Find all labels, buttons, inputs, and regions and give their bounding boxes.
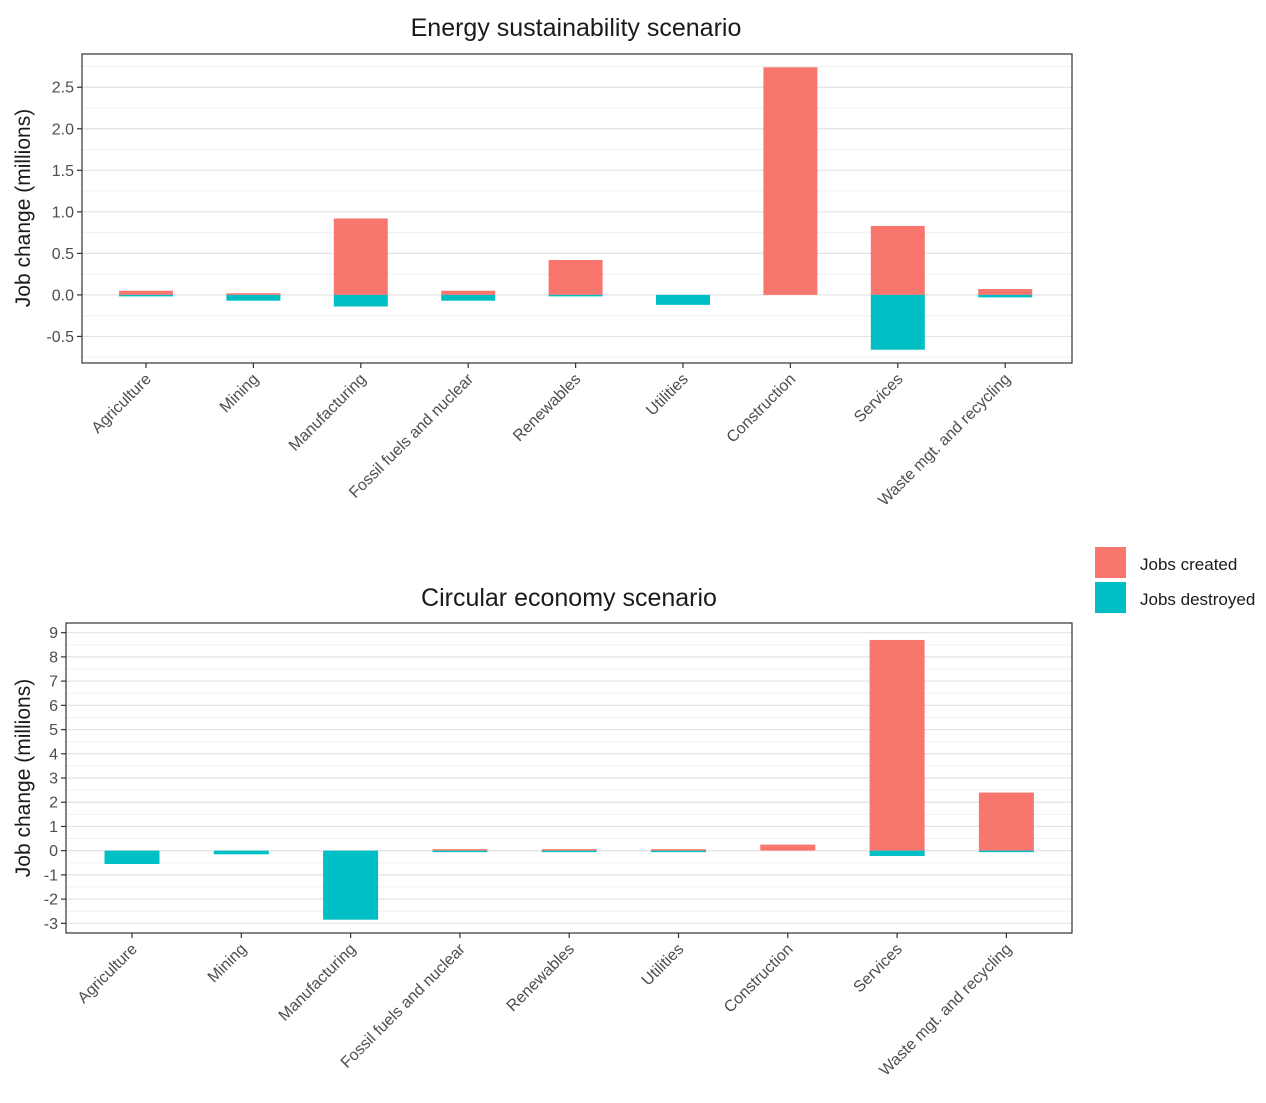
x-tick-label: Manufacturing [276, 941, 360, 1025]
panel-border [81, 53, 1073, 364]
legend: Jobs created Jobs destroyed [1095, 547, 1255, 613]
y-tick-label: -0.5 [46, 329, 74, 346]
x-tick-label: Utilities [639, 941, 687, 989]
bar-jobs-created [870, 225, 925, 295]
bar-jobs-destroyed [226, 294, 281, 301]
bar-jobs-created [763, 67, 818, 295]
y-tick-label: 2 [49, 795, 58, 812]
bar-jobs-destroyed [548, 294, 603, 297]
x-tick-label: Mining [205, 941, 250, 986]
x-tick-label: Agriculture [89, 371, 155, 437]
legend-swatch-jobs-destroyed [1095, 582, 1126, 613]
bar-jobs-destroyed [441, 294, 496, 301]
x-tick-label: Renewables [510, 371, 584, 445]
y-tick-label: 2.0 [52, 121, 74, 138]
bar-jobs-created [869, 639, 925, 851]
bar-jobs-created [226, 293, 281, 295]
legend-label-jobs-destroyed: Jobs destroyed [1140, 590, 1255, 609]
bar-jobs-destroyed [978, 850, 1034, 853]
chart-title: Energy sustainability scenario [411, 14, 742, 42]
y-tick-label: 0.0 [52, 287, 74, 304]
y-tick-label: 6 [49, 698, 58, 715]
x-tick-label: Agriculture [75, 941, 141, 1007]
y-tick-label: 8 [49, 649, 58, 666]
x-tick-label: Waste mgt. and recycling [877, 941, 1016, 1080]
x-tick-label: Construction [721, 941, 797, 1017]
energy-sustainability-chart: Energy sustainability scenario Job chang… [12, 14, 1073, 509]
y-tick-label: 3 [49, 771, 58, 788]
bar-jobs-created [541, 849, 597, 851]
y-tick-label: 0.5 [52, 246, 74, 263]
y-tick-label: -2 [44, 892, 58, 909]
x-tick-label: Manufacturing [286, 371, 370, 455]
x-tick-label: Construction [724, 371, 800, 447]
bar-jobs-created [978, 792, 1034, 851]
x-tick-label: Mining [217, 371, 262, 416]
bar-jobs-created [119, 290, 173, 295]
bar-jobs-destroyed [541, 850, 597, 853]
y-tick-label: 1.5 [52, 163, 74, 180]
bar-jobs-destroyed [656, 294, 710, 305]
bar-jobs-destroyed [333, 294, 388, 307]
legend-swatch-jobs-created [1095, 547, 1126, 578]
bar-jobs-destroyed [869, 850, 925, 856]
bar-jobs-destroyed [119, 294, 173, 297]
bar-jobs-created [432, 849, 488, 851]
y-tick-label: 4 [49, 746, 58, 763]
y-tick-label: 2.5 [52, 80, 74, 97]
y-tick-label: 7 [49, 674, 58, 691]
y-tick-label: -3 [44, 916, 58, 933]
circular-economy-chart: Circular economy scenario Job change (mi… [12, 584, 1073, 1080]
x-tick-label: Services [851, 941, 906, 996]
bar-jobs-created [548, 260, 603, 295]
x-tick-label: Utilities [643, 371, 691, 419]
panel-border [65, 622, 1073, 934]
bar-jobs-destroyed [213, 850, 269, 855]
bar-jobs-destroyed [432, 850, 488, 853]
x-tick-label: Services [851, 371, 906, 426]
bar-jobs-destroyed [651, 850, 706, 853]
y-tick-label: 1 [49, 819, 58, 836]
bar-jobs-destroyed [978, 294, 1033, 298]
y-tick-label: -1 [44, 867, 58, 884]
y-tick-label: 1.0 [52, 204, 74, 221]
y-tick-label: 0 [49, 843, 58, 860]
x-tick-label: Fossil fuels and nuclear [338, 940, 469, 1071]
bar-jobs-destroyed [323, 850, 379, 920]
bar-jobs-created [333, 218, 388, 295]
bar-jobs-created [978, 289, 1033, 295]
y-tick-label: 5 [49, 722, 58, 739]
bar-jobs-created [651, 849, 706, 851]
y-axis-label: Job change (millions) [12, 109, 35, 307]
bar-jobs-created [441, 290, 496, 295]
chart-title: Circular economy scenario [421, 584, 717, 612]
legend-label-jobs-created: Jobs created [1140, 555, 1237, 574]
bar-jobs-created [760, 844, 816, 851]
x-tick-label: Renewables [504, 941, 578, 1015]
y-tick-label: 9 [49, 625, 58, 642]
y-axis-label: Job change (millions) [12, 679, 35, 877]
bar-jobs-destroyed [870, 294, 925, 350]
bar-jobs-destroyed [104, 850, 160, 864]
x-tick-label: Fossil fuels and nuclear [346, 370, 477, 501]
